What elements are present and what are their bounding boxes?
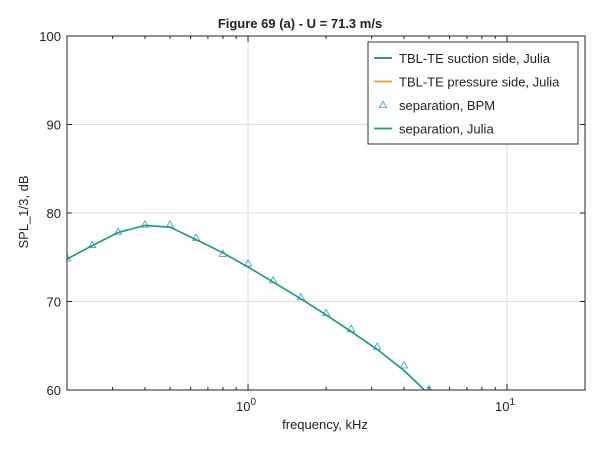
- series-line-separation: [67, 224, 426, 390]
- y-tick-label: 60: [47, 383, 61, 398]
- x-axis-label: frequency, kHz: [282, 417, 368, 432]
- legend-box: [367, 41, 579, 145]
- y-tick-label: 90: [47, 118, 61, 133]
- y-tick-label: 70: [47, 295, 61, 310]
- y-tick-label: 100: [39, 29, 61, 44]
- series-layer: [67, 219, 433, 390]
- series-marker-bpm: [191, 233, 201, 241]
- series-marker-bpm: [140, 219, 150, 228]
- series-marker-bpm: [296, 292, 306, 301]
- series-marker-bpm: [113, 227, 123, 235]
- x-tick-label: 100: [236, 397, 256, 414]
- tick-layer: 60 70 80 90 100 100 101: [39, 29, 586, 414]
- legend-label-bpm: separation, BPM: [399, 98, 495, 113]
- series-marker-bpm: [399, 360, 409, 369]
- series-marker-bpm: [268, 275, 278, 284]
- legend-swatch-bpm: [378, 100, 388, 109]
- legend-label-pressure: TBL-TE pressure side, Julia: [399, 75, 560, 90]
- legend: TBL-TE suction side, Julia TBL-TE pressur…: [367, 41, 579, 145]
- y-axis-label: SPL_1/3, dB: [16, 176, 31, 249]
- x-tick-label: 101: [495, 397, 515, 414]
- series-marker-bpm: [425, 384, 433, 390]
- y-tick-label: 80: [47, 206, 61, 221]
- legend-label-separation: separation, Julia: [399, 122, 494, 137]
- legend-label-suction: TBL-TE suction side, Julia: [399, 51, 551, 66]
- chart-title: Figure 69 (a) - U = 71.3 m/s: [218, 16, 382, 31]
